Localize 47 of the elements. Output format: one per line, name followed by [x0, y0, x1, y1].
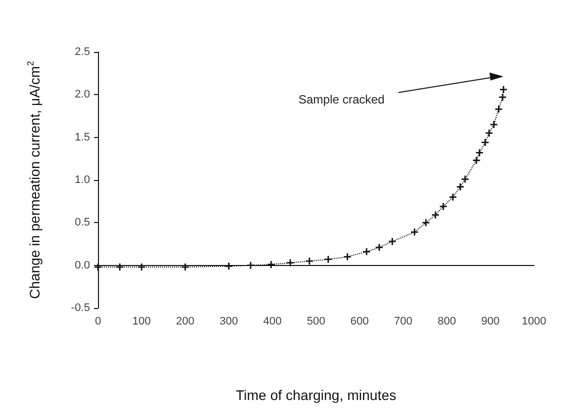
point: [225, 262, 232, 270]
point: [476, 149, 483, 156]
point: [324, 256, 332, 263]
point: [268, 260, 275, 268]
y-tick-label: 0.5: [74, 216, 90, 229]
y-axis-title: Change in permeation current, μA/cm2: [26, 61, 42, 299]
point: [440, 202, 447, 210]
y-tick-label: 1.0: [74, 174, 90, 186]
point: [286, 259, 294, 266]
y-tick-label: 1.5: [74, 131, 90, 144]
x-tick-label: 1000: [522, 316, 546, 328]
point: [247, 262, 254, 269]
y-tick-label: 2.5: [74, 46, 90, 58]
y-tick-label: 2.0: [74, 88, 90, 101]
x-tick-label: 0: [94, 316, 102, 328]
annotation: Sample cracked: [298, 92, 385, 107]
x-tick-label: 400: [263, 316, 282, 328]
point: [472, 156, 480, 164]
point: [482, 138, 489, 146]
point: [306, 258, 313, 265]
x-tick-label: 800: [438, 316, 456, 328]
point: [344, 253, 351, 260]
point: [182, 264, 189, 271]
x-axis-title: Time of charging, minutes: [236, 387, 396, 403]
point: [422, 219, 430, 226]
x-tick-label: 600: [350, 316, 369, 328]
point: [456, 183, 464, 190]
y-tick-label: -0.5: [71, 302, 90, 314]
x-tick-label: 500: [306, 316, 326, 328]
point: [388, 238, 396, 245]
point: [490, 121, 498, 128]
x-tick-label: 700: [394, 316, 412, 328]
point: [486, 130, 493, 137]
point: [363, 248, 370, 256]
point: [411, 228, 418, 236]
y-tick-label: 0.0: [74, 259, 90, 272]
point: [449, 194, 456, 201]
point: [376, 244, 383, 251]
x-tick-label: 300: [220, 316, 238, 328]
point: [462, 176, 469, 183]
point: [138, 264, 146, 271]
point: [499, 94, 506, 101]
x-tick-label: 900: [481, 316, 500, 328]
point: [116, 264, 124, 271]
point: [495, 106, 502, 113]
x-tick-label: 200: [176, 316, 194, 328]
x-tick-label: 100: [132, 316, 151, 328]
